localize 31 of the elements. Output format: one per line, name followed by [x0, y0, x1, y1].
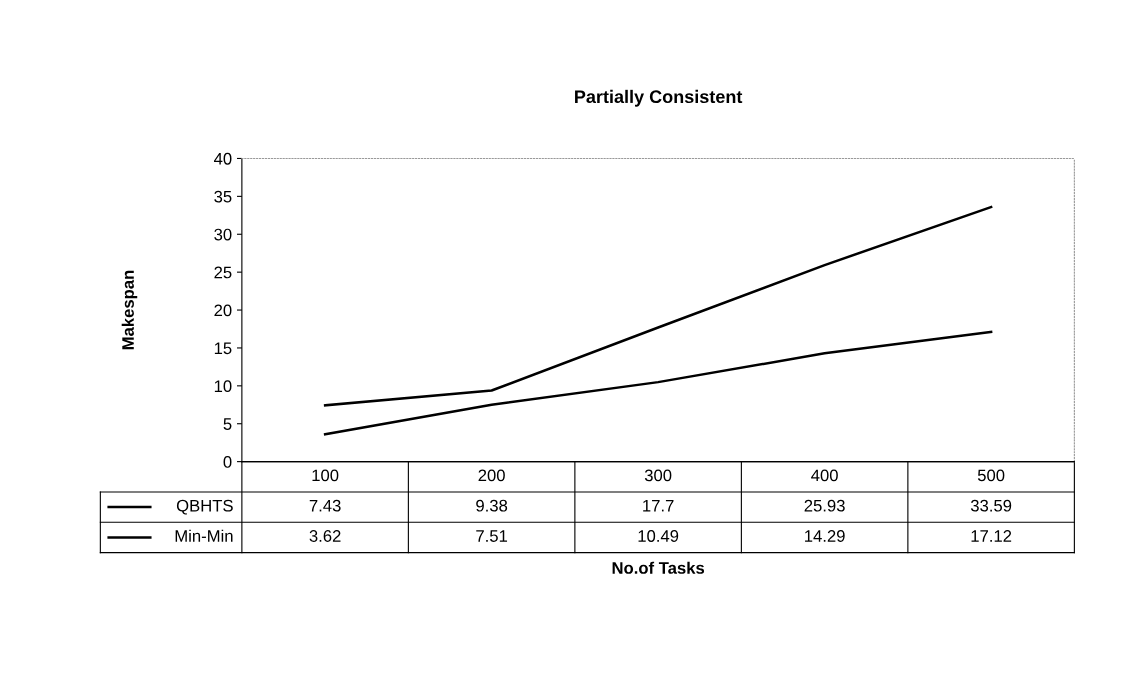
data-label: 9.38 [476, 499, 508, 512]
y-tick-label: 15 [214, 342, 232, 355]
y-tick-label: 10 [214, 380, 232, 393]
data-label: 17.12 [971, 530, 1012, 542]
x-tick-label: 200 [478, 469, 505, 482]
x-tick-label: 300 [644, 469, 672, 482]
chart-title: Partially Consistent [575, 89, 743, 107]
data-label: 25.93 [804, 499, 845, 512]
y-tick-label: 30 [214, 228, 232, 241]
line-series [323, 205, 993, 407]
data-label: 3.62 [309, 530, 341, 542]
data-label: 33.59 [970, 499, 1012, 512]
data-label: 14.29 [805, 530, 845, 542]
x-tick-label: 500 [977, 469, 1005, 482]
y-tick-label: 25 [214, 266, 232, 279]
data-label: 7.51 [476, 530, 508, 542]
y-axis-title: Makespan [121, 270, 138, 350]
x-tick-label: 100 [312, 469, 339, 482]
x-axis-title: No.of Tasks [612, 561, 705, 574]
y-tick-label: 35 [214, 190, 232, 203]
data-label: 17.7 [643, 499, 674, 512]
y-tick-label: 5 [223, 418, 232, 430]
legend-label: Min-Min [175, 529, 233, 542]
y-tick-label: 0 [223, 456, 232, 468]
legend-label: QBHTS [176, 499, 233, 515]
y-tick-label: 40 [214, 152, 232, 165]
data-label: 7.43 [309, 499, 341, 512]
x-tick-label: 400 [811, 469, 838, 482]
data-label: 10.49 [638, 530, 679, 542]
line-series [323, 330, 993, 436]
y-tick-label: 20 [214, 304, 232, 317]
